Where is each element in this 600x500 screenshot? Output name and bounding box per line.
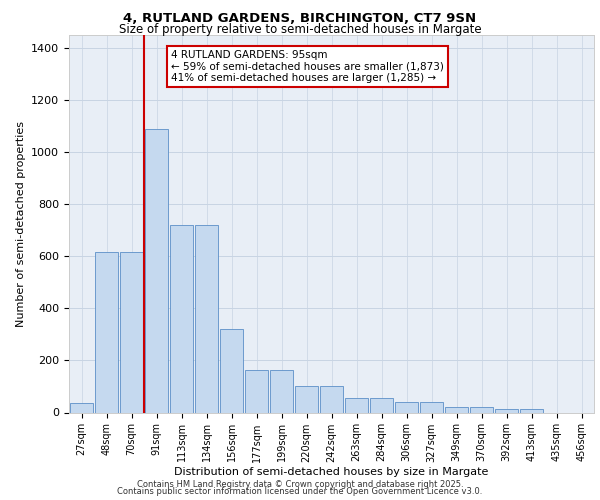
Text: Contains public sector information licensed under the Open Government Licence v3: Contains public sector information licen… [118,487,482,496]
Bar [95,252,118,412]
Bar [470,408,493,412]
Bar [220,329,243,412]
X-axis label: Distribution of semi-detached houses by size in Margate: Distribution of semi-detached houses by … [175,467,488,477]
Bar [520,408,543,412]
Text: Size of property relative to semi-detached houses in Margate: Size of property relative to semi-detach… [119,22,481,36]
Text: 4, RUTLAND GARDENS, BIRCHINGTON, CT7 9SN: 4, RUTLAND GARDENS, BIRCHINGTON, CT7 9SN [124,12,476,26]
Bar [170,225,193,412]
Bar [195,225,218,412]
Bar [445,408,468,412]
Bar [345,398,368,412]
Bar [245,370,268,412]
Bar [370,398,393,412]
Bar [295,386,318,412]
Text: 4 RUTLAND GARDENS: 95sqm
← 59% of semi-detached houses are smaller (1,873)
41% o: 4 RUTLAND GARDENS: 95sqm ← 59% of semi-d… [172,50,444,84]
Bar [120,252,143,412]
Bar [320,386,343,412]
Bar [395,402,418,412]
Bar [420,402,443,412]
Bar [145,128,168,412]
Text: Contains HM Land Registry data © Crown copyright and database right 2025.: Contains HM Land Registry data © Crown c… [137,480,463,489]
Y-axis label: Number of semi-detached properties: Number of semi-detached properties [16,120,26,327]
Bar [70,404,93,412]
Bar [495,408,518,412]
Bar [270,370,293,412]
